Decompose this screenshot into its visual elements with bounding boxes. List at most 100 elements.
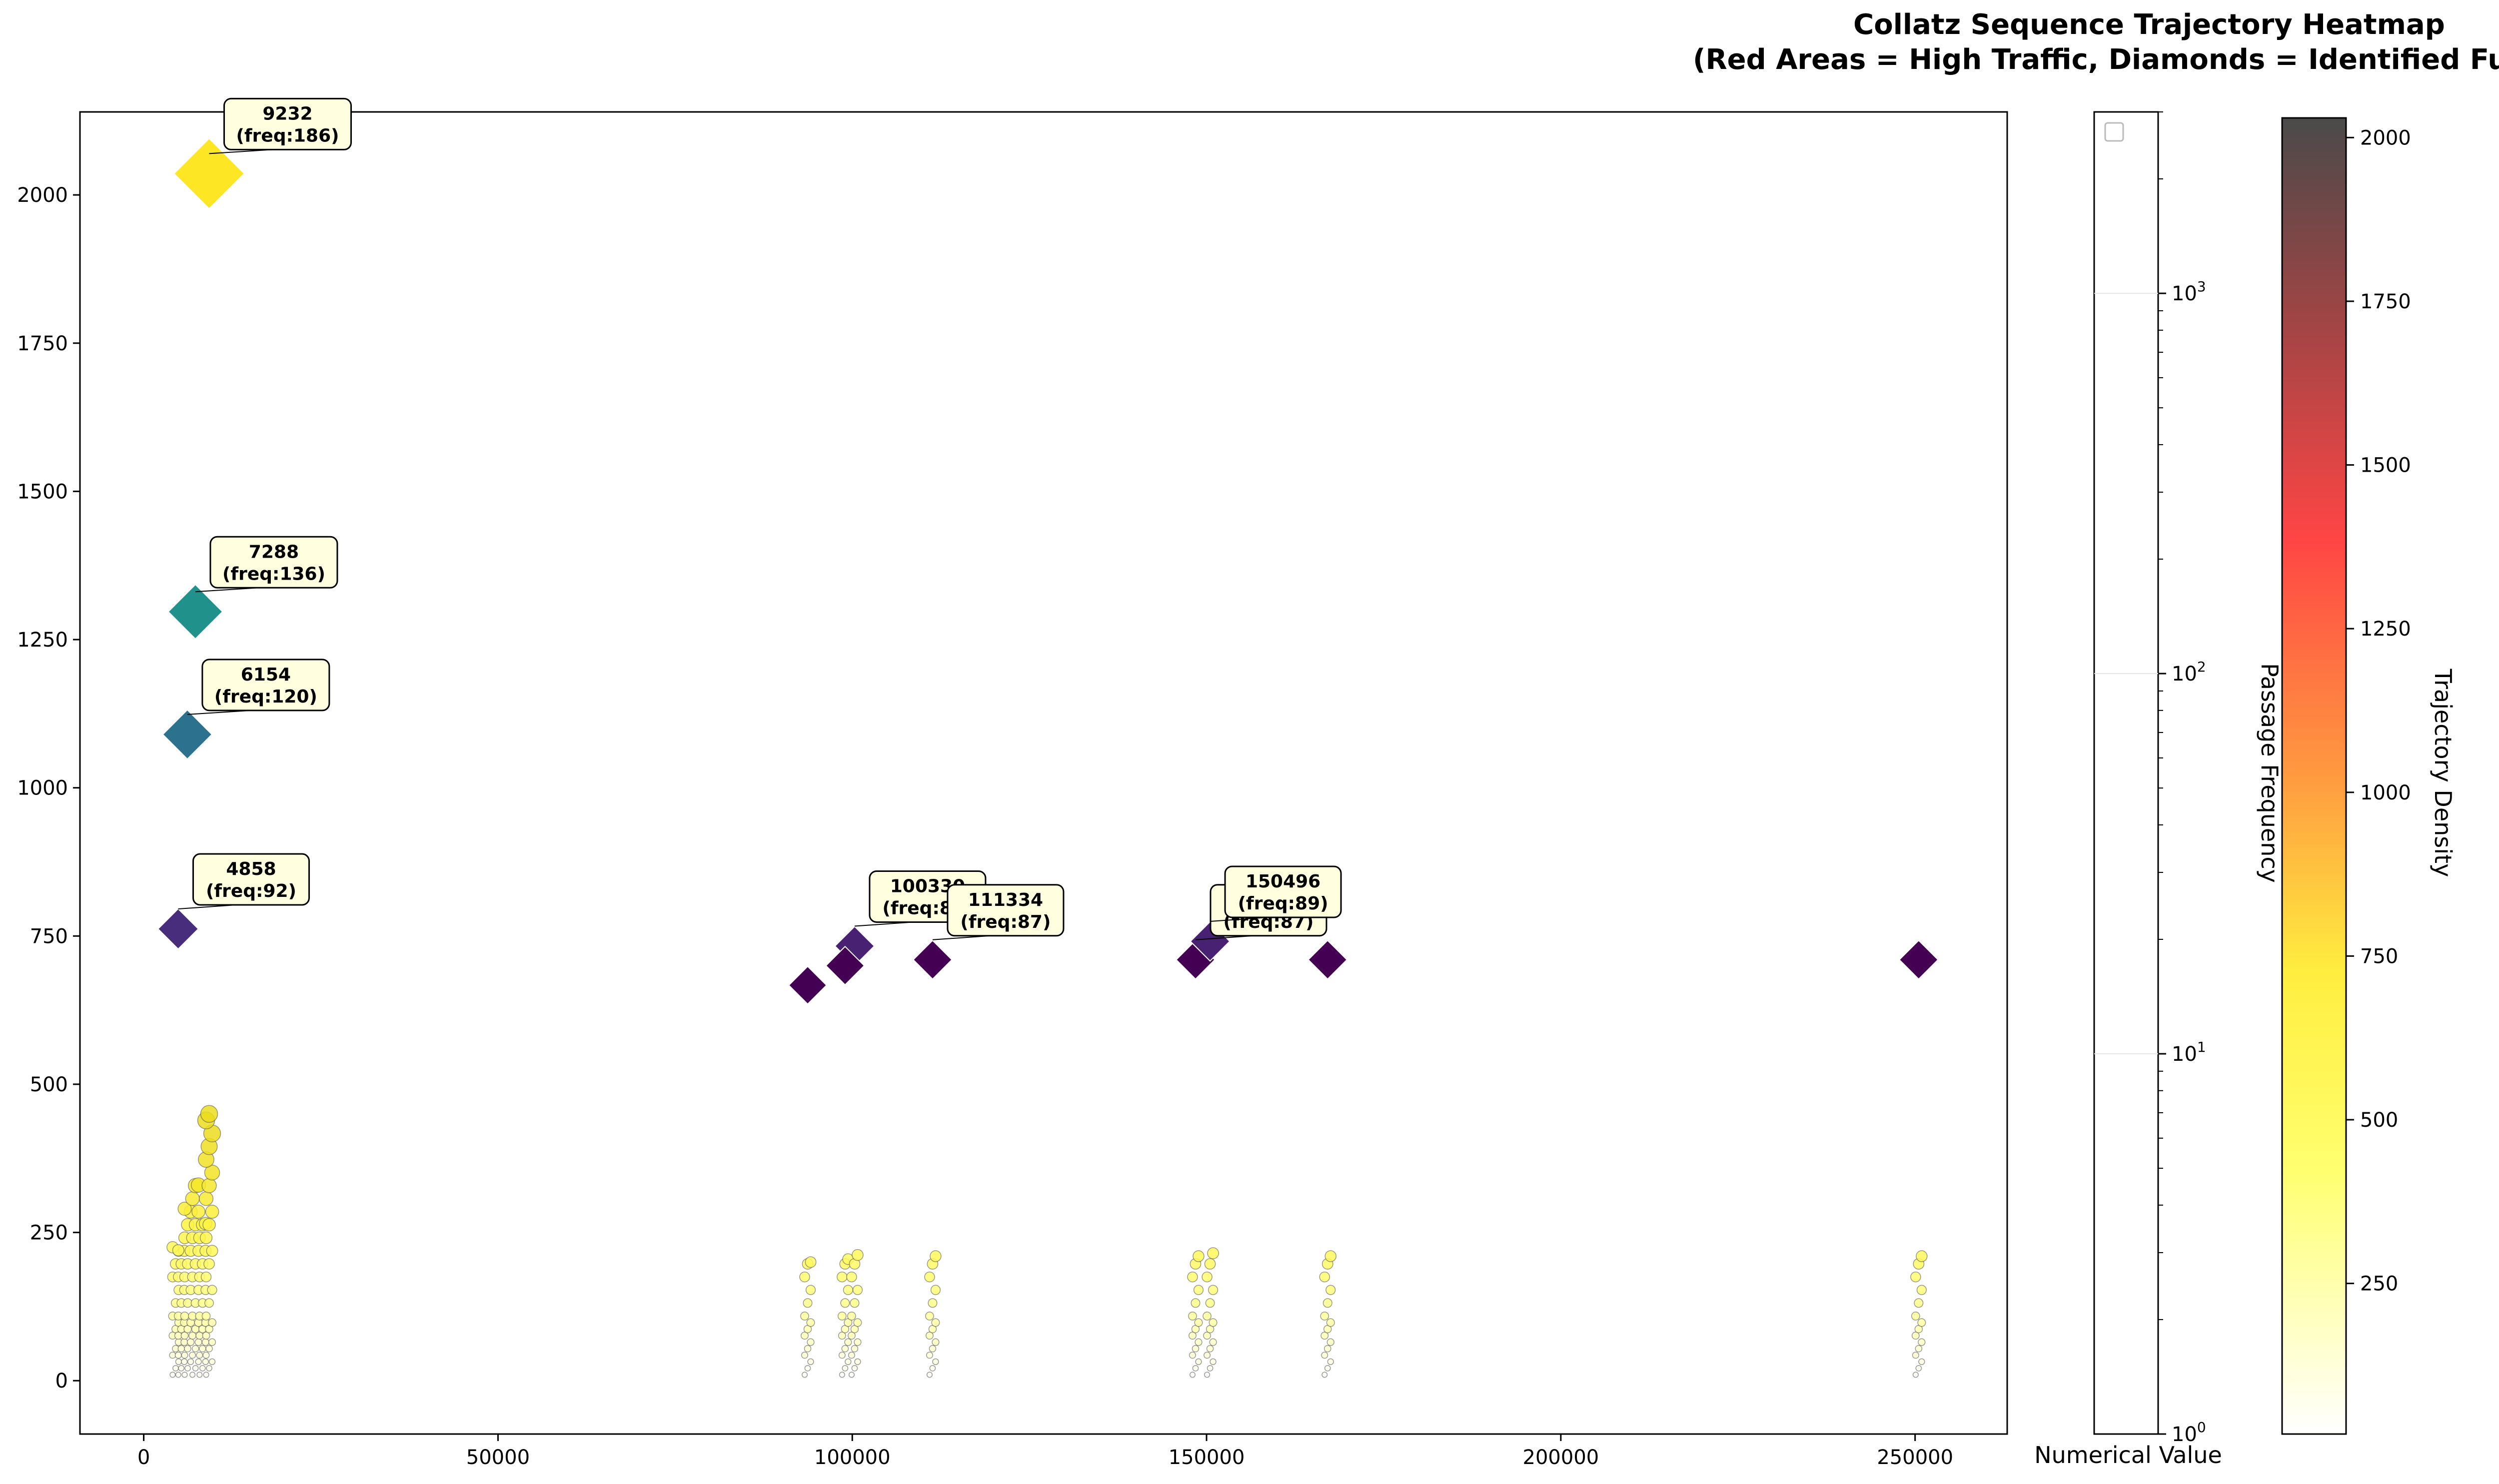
trajectory-point <box>1322 1298 1332 1308</box>
trajectory-point <box>198 1345 206 1353</box>
y-tick-label: 1750 <box>17 332 68 355</box>
x-tick-label: 200000 <box>1523 1446 1599 1469</box>
trajectory-point <box>206 1365 212 1372</box>
trajectory-point <box>207 1318 217 1327</box>
trajectory-points <box>166 1105 1928 1378</box>
x-tick-label: 150000 <box>1169 1446 1245 1469</box>
trajectory-point <box>846 1271 857 1283</box>
trajectory-point <box>932 1358 939 1365</box>
trajectory-point <box>169 1352 176 1359</box>
colorbar-tick-label: 750 <box>2360 945 2398 968</box>
funnel-diamond <box>912 939 953 980</box>
trajectory-point <box>172 1244 184 1257</box>
trajectory-point <box>199 1365 206 1372</box>
trajectory-point <box>852 1249 864 1261</box>
trajectory-point <box>185 1191 200 1206</box>
trajectory-point <box>928 1298 938 1308</box>
trajectory-point <box>192 1365 199 1372</box>
colorbar-tick-label: 1250 <box>2360 618 2411 641</box>
trajectory-point <box>1915 1365 1922 1372</box>
x-tick-label: 100000 <box>814 1446 891 1469</box>
x-tick-label: 50000 <box>466 1446 530 1469</box>
colorbar-tick-label: 2000 <box>2360 126 2411 149</box>
funnel-annotations: 9232(freq:186) 7288(freq:136) 6154(freq:12… <box>178 97 1342 940</box>
trajectory-point <box>800 1312 809 1321</box>
colorbar-tick-label: 250 <box>2360 1273 2398 1296</box>
chart-title: Collatz Sequence Trajectory Heatmap <box>1853 8 2445 41</box>
trajectory-point <box>191 1205 205 1219</box>
trajectory-point <box>1187 1271 1198 1283</box>
trajectory-point <box>1918 1358 1925 1365</box>
trajectory-point <box>189 1352 196 1359</box>
trajectory-point <box>1195 1338 1203 1346</box>
trajectory-point <box>1207 1247 1219 1259</box>
trajectory-point <box>1325 1285 1336 1295</box>
colorbar-trajectory-density-ticks: 250 500 750 1000 1250 1500 1750 2000 <box>2346 126 2411 1296</box>
trajectory-point <box>200 1105 218 1123</box>
trajectory-point <box>196 1352 203 1359</box>
trajectory-point <box>1189 1352 1196 1359</box>
trajectory-point <box>1327 1358 1334 1365</box>
trajectory-point <box>1189 1332 1197 1340</box>
trajectory-point <box>1323 1345 1331 1353</box>
trajectory-point <box>187 1358 194 1365</box>
trajectory-point <box>1324 1365 1331 1372</box>
trajectory-point <box>925 1332 934 1340</box>
trajectory-point <box>1205 1298 1215 1308</box>
trajectory-point <box>1916 1285 1927 1295</box>
trajectory-point <box>851 1345 859 1353</box>
trajectory-point <box>847 1312 856 1321</box>
funnel-diamond <box>167 584 223 640</box>
trajectory-point <box>1206 1345 1214 1353</box>
annotation-value: 9232 <box>262 103 312 124</box>
trajectory-point <box>202 1332 210 1340</box>
trajectory-point <box>189 1372 196 1378</box>
trajectory-point <box>1321 1372 1328 1378</box>
annotation-value: 150496 <box>1246 871 1320 892</box>
colorbar-passage-frequency-label: Passage Frequency <box>2256 663 2283 883</box>
trajectory-point <box>1191 1298 1201 1308</box>
trajectory-point <box>1320 1312 1329 1321</box>
funnel-diamond <box>157 908 199 950</box>
trajectory-point <box>181 1372 188 1378</box>
trajectory-point <box>1321 1352 1328 1359</box>
trajectory-point <box>838 1352 846 1359</box>
trajectory-point <box>172 1365 179 1372</box>
chart-subtitle: (Red Areas = High Traffic, Diamonds = Id… <box>1693 43 2499 76</box>
trajectory-point <box>175 1372 181 1378</box>
trajectory-point <box>208 1358 216 1365</box>
trajectory-point <box>201 1338 209 1346</box>
plot-frame <box>79 111 2008 1435</box>
trajectory-point <box>1203 1332 1212 1340</box>
trajectory-point <box>1319 1271 1330 1283</box>
trajectory-point <box>1210 1358 1217 1365</box>
annotation-frequency: (freq:136) <box>222 564 325 584</box>
trajectory-point <box>202 1218 216 1232</box>
trajectory-point <box>801 1372 808 1378</box>
trajectory-point <box>850 1298 860 1308</box>
trajectory-point <box>1208 1285 1219 1295</box>
trajectory-point <box>801 1352 808 1359</box>
annotation-box <box>1224 865 1342 918</box>
trajectory-point <box>206 1245 218 1257</box>
trajectory-point <box>847 1332 856 1340</box>
trajectory-point <box>200 1271 212 1283</box>
trajectory-point <box>837 1271 848 1283</box>
trajectory-point <box>1203 1312 1212 1321</box>
annotation-value: 4858 <box>226 859 276 879</box>
trajectory-point <box>1204 1372 1211 1378</box>
trajectory-point <box>186 1338 195 1346</box>
trajectory-point <box>1912 1352 1919 1359</box>
trajectory-point <box>851 1365 858 1372</box>
annotation-box <box>201 659 330 712</box>
trajectory-point <box>1194 1318 1203 1327</box>
annotation-frequency: (freq:87) <box>960 912 1051 932</box>
colorbar-trajectory-density-body <box>2281 117 2347 1435</box>
trajectory-point <box>177 1345 185 1353</box>
trajectory-point <box>930 1285 941 1295</box>
trajectory-point <box>205 1205 219 1219</box>
trajectory-point <box>180 1338 188 1346</box>
trajectory-point <box>837 1312 847 1321</box>
trajectory-point <box>841 1345 849 1353</box>
trajectory-point <box>1207 1365 1214 1372</box>
